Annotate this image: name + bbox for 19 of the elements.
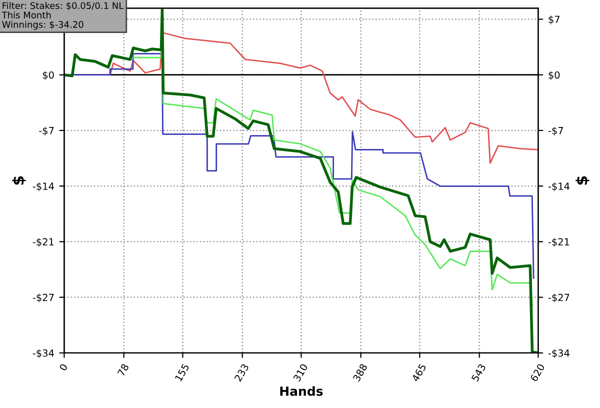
y2-axis-title: $	[576, 176, 590, 185]
y2-tick-label: -$7	[548, 126, 563, 136]
y-tick-label: -$14	[32, 182, 54, 192]
y-axis-title: $	[12, 176, 26, 185]
y-tick-label: -$34	[32, 349, 54, 358]
y-tick-label: -$21	[32, 238, 54, 247]
x-tick-label: 78	[117, 363, 130, 376]
y2-tick-label: -$21	[548, 238, 570, 247]
y-tick-label: -$27	[32, 294, 54, 302]
y-tick-label: -$7	[39, 126, 54, 136]
y2-tick-label: -$34	[548, 349, 570, 358]
annotation: Filter: Stakes: $0.05/0.1 NL This Month Winnings: $-34.20	[2, 2, 124, 30]
y2-tick-label: $7	[548, 16, 560, 24]
x-axis-title: Hands	[280, 386, 323, 396]
x-tick-label: 0	[59, 363, 68, 372]
y2-tick-label: -$27	[548, 294, 570, 302]
y-tick-label: $0	[42, 71, 54, 80]
y2-tick-label: $0	[548, 71, 560, 80]
y2-tick-label: -$14	[548, 182, 570, 192]
